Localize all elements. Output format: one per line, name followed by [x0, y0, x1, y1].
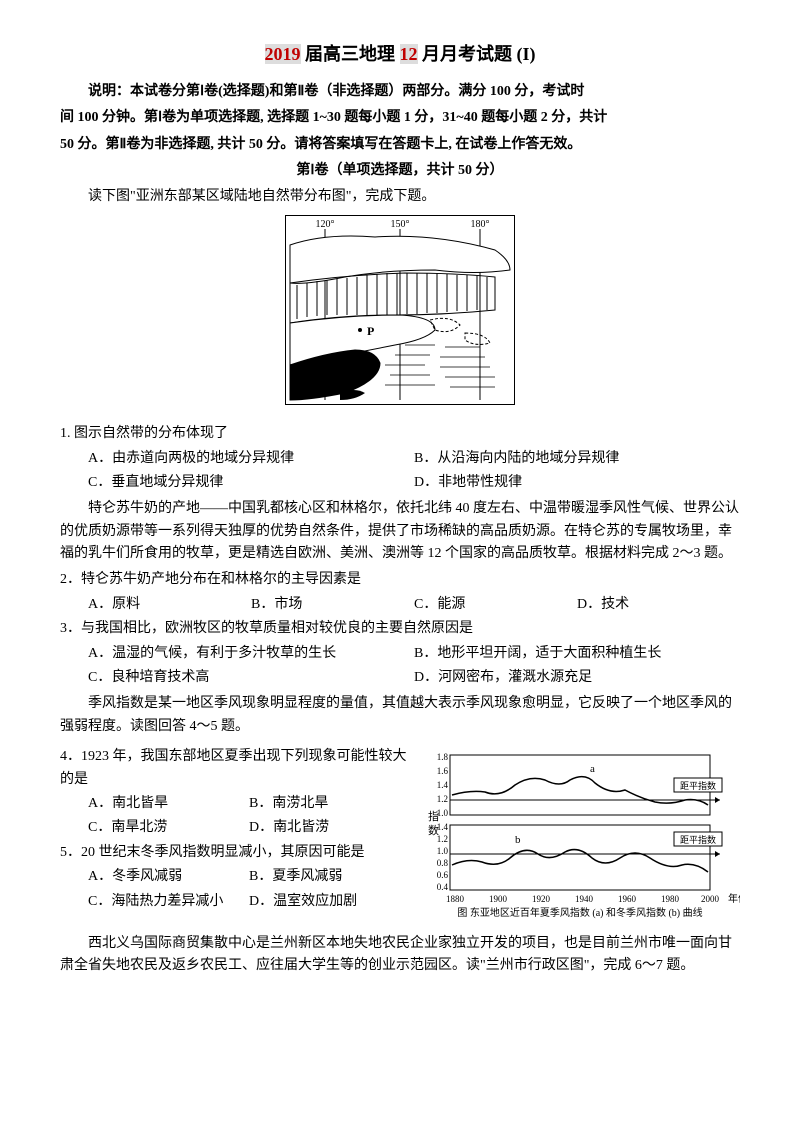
svg-text:0.6: 0.6 — [437, 870, 449, 880]
svg-text:1960: 1960 — [618, 894, 637, 904]
series-b-label: b — [515, 834, 521, 846]
svg-text:1980: 1980 — [661, 894, 680, 904]
q4-opt-a: A．南北皆旱 — [88, 793, 249, 815]
q3-opt-a: A．温湿的气候，有利于多汁牧草的生长 — [88, 643, 414, 665]
q1-opt-d: D．非地带性规律 — [414, 472, 740, 494]
q1-opt-b: B．从沿海向内陆的地域分异规律 — [414, 448, 740, 470]
top-box-label: 距平指数 — [680, 780, 716, 791]
q3-opt-c: C．良种培育技术高 — [88, 667, 414, 689]
intro-line-1: 说明：本试卷分第Ⅰ卷(选择题)和第Ⅱ卷（非选择题）两部分。满分 100 分，考试… — [60, 81, 740, 103]
q3-stem: 3．与我国相比，欧洲牧区的牧草质量相对较优良的主要自然原因是 — [60, 618, 740, 640]
passage-4: 西北义乌国际商贸集散中心是兰州新区本地失地农民企业家独立开发的项目，也是目前兰州… — [60, 933, 740, 978]
map-figure: 120° 150° 180° P — [60, 215, 740, 413]
q5-opt-d: D．温室效应加剧 — [249, 891, 410, 913]
q5-options-row2: C．海陆热力差异减小 D．温室效应加剧 — [60, 891, 410, 913]
svg-text:1940: 1940 — [575, 894, 594, 904]
y-label-2: 数 — [428, 824, 439, 837]
q5-opt-a: A．冬季风减弱 — [88, 866, 249, 888]
passage-3: 季风指数是某一地区季风现象明显程度的量值，其值越大表示季风现象愈明显，它反映了一… — [60, 693, 740, 738]
q3-opt-d: D．河网密布，灌溉水源充足 — [414, 667, 740, 689]
q3-options-row1: A．温湿的气候，有利于多汁牧草的生长 B．地形平坦开阔，适于大面积种植生长 — [60, 643, 740, 665]
q1-options-row1: A．由赤道向两极的地域分异规律 B．从沿海向内陆的地域分异规律 — [60, 448, 740, 470]
title-text2: 月月考试题 (I) — [418, 44, 536, 64]
y-label-1: 指 — [428, 809, 439, 823]
section-1-header: 第Ⅰ卷（单项选择题，共计 50 分） — [60, 160, 740, 182]
map-svg: 120° 150° 180° P — [285, 215, 515, 405]
svg-text:1900: 1900 — [489, 894, 508, 904]
svg-text:1.8: 1.8 — [437, 752, 449, 762]
q2-opt-d: D．技术 — [577, 594, 740, 616]
q4-options-row2: C．南旱北涝 D．南北皆涝 — [60, 817, 410, 839]
x-axis-label: 年份 — [728, 892, 740, 905]
q4-opt-c: C．南旱北涝 — [88, 817, 249, 839]
monsoon-chart: 1.8 1.6 1.4 1.2 1.0 a 距平指数 1.4 1.2 1.0 — [420, 750, 740, 928]
svg-text:0.4: 0.4 — [437, 882, 449, 892]
svg-text:1.2: 1.2 — [437, 794, 448, 804]
q5-opt-b: B．夏季风减弱 — [249, 866, 410, 888]
intro-line-3: 50 分。第Ⅱ卷为非选择题, 共计 50 分。请将答案填写在答题卡上, 在试卷上… — [60, 134, 740, 156]
q2-opt-a: A．原料 — [88, 594, 251, 616]
svg-text:2000: 2000 — [701, 894, 720, 904]
lead-text-1: 读下图"亚洲东部某区域陆地自然带分布图"，完成下题。 — [60, 186, 740, 208]
lon-120: 120° — [316, 219, 335, 230]
q2-opt-c: C．能源 — [414, 594, 577, 616]
title-month: 12 — [400, 44, 418, 64]
p-label: P — [367, 324, 374, 338]
svg-text:0.8: 0.8 — [437, 858, 449, 868]
chart-yticks-top: 1.8 1.6 1.4 1.2 1.0 — [437, 752, 449, 818]
passage-2: 特仑苏牛奶的产地——中国乳都核心区和林格尔，依托北纬 40 度左右、中温带暖湿季… — [60, 498, 740, 565]
q2-options: A．原料 B．市场 C．能源 D．技术 — [60, 594, 740, 616]
q1-opt-a: A．由赤道向两极的地域分异规律 — [88, 448, 414, 470]
q2-opt-b: B．市场 — [251, 594, 414, 616]
lon-150: 150° — [391, 219, 410, 230]
title-year: 2019 — [265, 44, 301, 64]
q4-opt-d: D．南北皆涝 — [249, 817, 410, 839]
q3-options-row2: C．良种培育技术高 D．河网密布，灌溉水源充足 — [60, 667, 740, 689]
page-title: 2019 届高三地理 12 月月考试题 (I) — [60, 40, 740, 69]
q4-opt-b: B．南涝北旱 — [249, 793, 410, 815]
series-a-label: a — [590, 763, 595, 775]
lon-180: 180° — [471, 219, 490, 230]
intro-line-2: 间 100 分钟。第Ⅰ卷为单项选择题, 选择题 1~30 题每小题 1 分，31… — [60, 107, 740, 129]
q3-opt-b: B．地形平坦开阔，适于大面积种植生长 — [414, 643, 740, 665]
q1-options-row2: C．垂直地域分异规律 D．非地带性规律 — [60, 472, 740, 494]
svg-text:1.4: 1.4 — [437, 780, 449, 790]
q5-opt-c: C．海陆热力差异减小 — [88, 891, 249, 913]
svg-text:1880: 1880 — [446, 894, 465, 904]
bot-box-label: 距平指数 — [680, 834, 716, 845]
q5-options-row1: A．冬季风减弱 B．夏季风减弱 — [60, 866, 410, 888]
svg-text:1.6: 1.6 — [437, 766, 449, 776]
q2-stem: 2．特仑苏牛奶产地分布在和林格尔的主导因素是 — [60, 569, 740, 591]
title-text1: 届高三地理 — [301, 44, 400, 64]
q4-options-row1: A．南北皆旱 B．南涝北旱 — [60, 793, 410, 815]
chart-caption: 图 东亚地区近百年夏季风指数 (a) 和冬季风指数 (b) 曲线 — [457, 906, 702, 919]
q1-opt-c: C．垂直地域分异规律 — [88, 472, 414, 494]
q1-stem: 1. 图示自然带的分布体现了 — [60, 423, 740, 445]
svg-text:1.0: 1.0 — [437, 846, 449, 856]
svg-text:1920: 1920 — [532, 894, 551, 904]
